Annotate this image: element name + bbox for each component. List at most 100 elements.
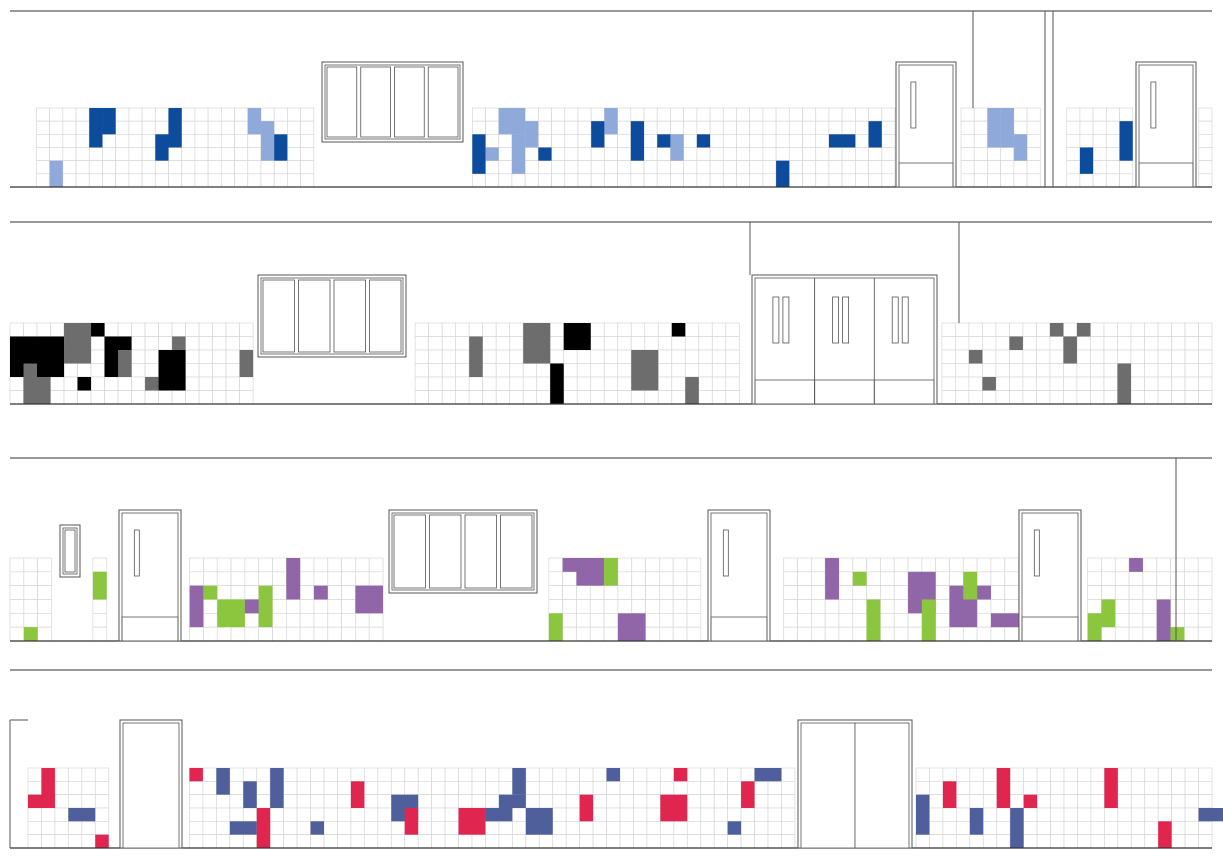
grid-tile	[788, 133, 803, 148]
window-inner-frame	[62, 527, 78, 575]
grid-tile	[296, 834, 311, 849]
grid-tile	[1022, 363, 1037, 378]
grid-tile	[414, 336, 430, 351]
grid-tile	[1104, 820, 1119, 836]
grid-tile	[485, 820, 500, 836]
grid-tile	[797, 585, 812, 600]
grid-tile	[990, 571, 1006, 587]
grid-tile	[68, 794, 83, 809]
grid-tile	[565, 807, 580, 822]
grid-tile	[880, 585, 895, 600]
grid-tile	[686, 626, 702, 642]
grid-tile	[956, 767, 971, 782]
grid-tile	[23, 557, 38, 573]
grid-tile	[828, 120, 843, 135]
grid-tile	[115, 133, 130, 148]
grid-tile	[783, 612, 798, 628]
grid-tile	[525, 767, 540, 782]
grid-tile	[754, 834, 769, 849]
grid-tile	[323, 780, 338, 796]
grid-tile	[955, 336, 970, 351]
grid-tile	[141, 107, 156, 122]
grid-tile	[1144, 322, 1159, 337]
grid-tile	[310, 767, 325, 782]
grid-tile	[995, 363, 1010, 378]
grid-tile	[656, 107, 671, 122]
grid-tile	[713, 807, 728, 822]
grid-tile	[633, 807, 648, 822]
grid-tile	[606, 807, 621, 822]
grid-tile	[498, 834, 513, 849]
window-pane	[429, 514, 462, 589]
grid-tile	[131, 390, 146, 405]
grid-tile	[498, 133, 513, 148]
grid-tile	[579, 834, 594, 849]
colored-tile	[498, 108, 526, 135]
grid-tile	[482, 349, 497, 364]
grid-tile	[1198, 376, 1213, 391]
grid-tile	[1117, 336, 1132, 351]
grid-tile	[441, 336, 457, 351]
grid-tile	[1171, 780, 1186, 796]
grid-tile	[431, 780, 446, 796]
grid-tile	[495, 363, 511, 378]
grid-tile	[577, 120, 592, 135]
grid-tile	[441, 376, 457, 391]
grid-tile	[509, 363, 524, 378]
grid-tile	[709, 160, 724, 175]
grid-tile	[1076, 363, 1091, 378]
grid-tile	[273, 173, 288, 188]
grid-tile	[495, 390, 511, 405]
grid-tile	[907, 557, 923, 573]
window-pane	[298, 279, 331, 353]
grid-tile	[212, 390, 227, 405]
grid-tile	[1198, 363, 1213, 378]
grid-tile	[185, 349, 200, 364]
grid-tile	[929, 807, 944, 822]
grid-tile	[1013, 107, 1028, 122]
grid-tile	[762, 160, 777, 175]
grid-tile	[551, 173, 566, 188]
grid-tile	[1144, 390, 1159, 405]
colored-tile	[1104, 768, 1118, 808]
grid-tile	[417, 767, 432, 782]
grid-tile	[841, 120, 856, 135]
grid-tile	[212, 336, 227, 351]
grid-tile	[272, 612, 287, 628]
grid-tile	[659, 585, 674, 600]
grid-tile	[115, 107, 130, 122]
grid-tile	[996, 834, 1011, 849]
grid-tile	[1197, 612, 1213, 628]
colored-tile	[64, 323, 92, 364]
grid-tile	[216, 626, 232, 642]
grid-tile	[815, 120, 830, 135]
grid-tile	[1022, 349, 1037, 364]
grid-tile	[577, 147, 592, 162]
grid-tile	[313, 599, 329, 614]
grid-tile	[562, 612, 577, 628]
grid-tile	[775, 107, 790, 122]
grid-tile	[866, 557, 881, 573]
grid-tile	[995, 322, 1010, 337]
grid-tile	[711, 336, 727, 351]
grid-tile	[1023, 820, 1038, 836]
grid-tile	[50, 390, 65, 405]
grid-tile	[1022, 322, 1037, 337]
grid-tile	[1009, 794, 1024, 809]
grid-tile	[273, 107, 288, 122]
grid-tile	[579, 780, 594, 796]
grid-tile	[216, 557, 232, 573]
grid-tile	[189, 571, 204, 587]
grid-tile	[749, 107, 764, 122]
grid-tile	[1092, 133, 1107, 148]
grid-tile	[49, 107, 64, 122]
grid-tile	[955, 349, 970, 364]
grid-tile	[736, 120, 751, 135]
grid-tile	[1013, 160, 1028, 175]
grid-tile	[220, 173, 235, 188]
grid-tile	[576, 376, 592, 391]
window-pane	[394, 66, 425, 138]
grid-tile	[976, 626, 992, 642]
grid-tile	[355, 626, 370, 642]
